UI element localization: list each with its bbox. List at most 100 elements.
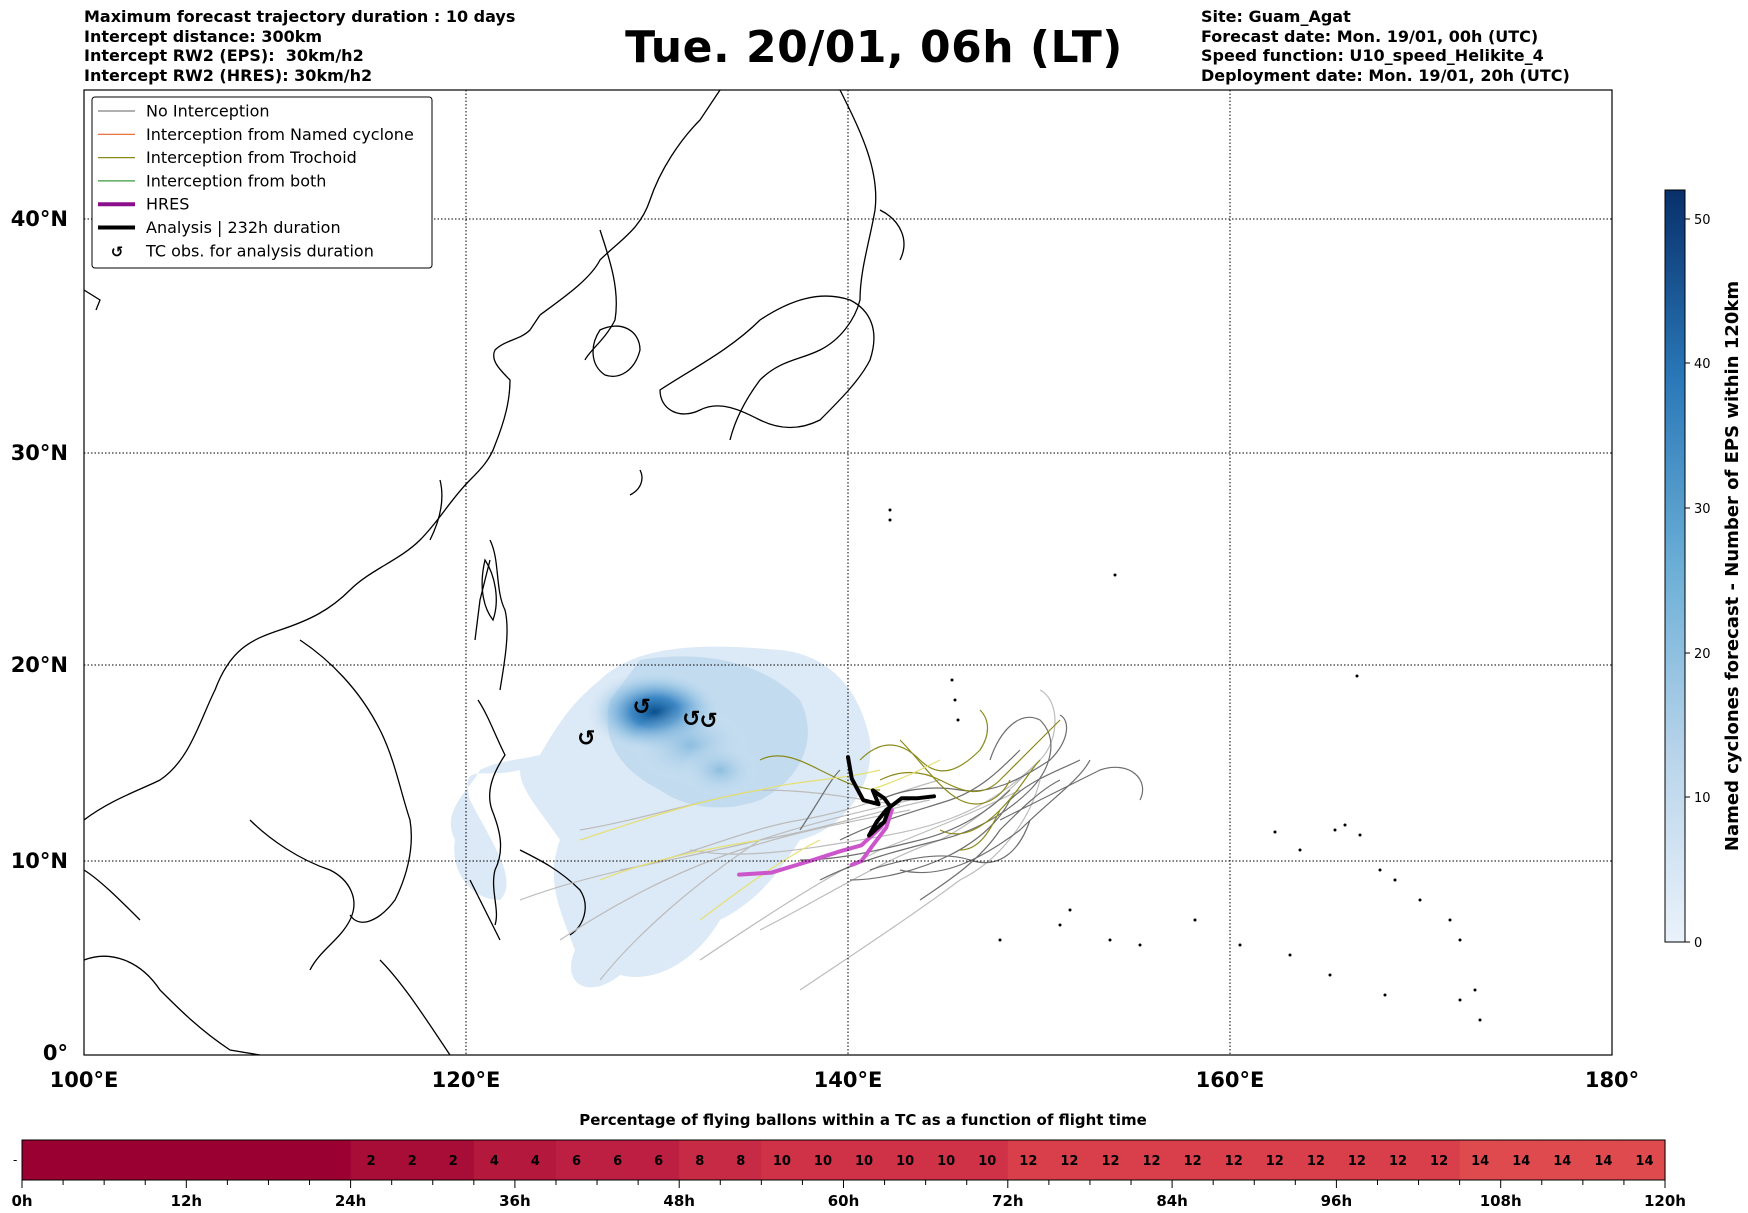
- bottom-bar-cell: [597, 1140, 639, 1180]
- colorbar-ticks: 0 10 20 30 40 50: [1685, 213, 1711, 951]
- lat-label: 40°N: [11, 207, 68, 231]
- bottom-bar-cell: [1336, 1140, 1379, 1180]
- bottom-bar-cell: [186, 1140, 228, 1180]
- tc-obs-symbol: ↺: [633, 695, 651, 720]
- header-left-line: Intercept distance: 300km: [84, 26, 323, 46]
- header-left-line: Intercept RW2 (EPS): 30km/h2: [84, 46, 364, 65]
- tc-obs-symbol: ↺: [577, 727, 595, 752]
- bottom-bar-cell: [1254, 1140, 1296, 1180]
- svg-text:-: -: [13, 1153, 17, 1167]
- colorbar-label: Named cyclones forecast - Number of EPS …: [1722, 281, 1743, 851]
- legend-label: TC obs. for analysis duration: [145, 241, 374, 260]
- japan-coast: [629, 209, 905, 496]
- colorbar-tick: 0: [1694, 936, 1702, 951]
- colorbar: 0 10 20 30 40 50 Named cyclones forecast…: [1664, 189, 1743, 951]
- bottom-time-label: 60h: [828, 1192, 860, 1210]
- bottom-bar-cell: [884, 1140, 927, 1180]
- bottom-bar: 2 2 2 4 4 6 6 6 8 8 10 10 10 10 10 10 12 12 12 12 12 12 12 12 12…: [22, 1140, 1666, 1180]
- tc-obs-symbol: ↺: [699, 709, 717, 734]
- bottom-bar-value: 12: [1348, 1154, 1366, 1169]
- bottom-bar-value: 12: [1060, 1154, 1078, 1169]
- bottom-bar-value: 10: [814, 1154, 832, 1169]
- legend-item: HRES: [98, 195, 189, 214]
- bottom-bar-value: 12: [1184, 1154, 1202, 1169]
- legend-item: ↺ TC obs. for analysis duration: [111, 241, 374, 261]
- bottom-bar-value: 14: [1471, 1154, 1489, 1169]
- header-right-info: Site: Guam_Agat Forecast date: Mon. 19/0…: [1201, 7, 1570, 85]
- bottom-time-label: 72h: [992, 1192, 1024, 1210]
- header-left-line: Intercept RW2 (HRES): 30km/h2: [84, 65, 373, 85]
- bottom-bar-cell: [1459, 1140, 1502, 1180]
- lon-label: 120°E: [432, 1068, 501, 1092]
- bottom-bar-value: 2: [449, 1154, 458, 1169]
- bottom-time-label: 84h: [1156, 1192, 1188, 1210]
- bottom-bar-cell: [309, 1140, 352, 1180]
- bottom-bar-cell: [1582, 1140, 1625, 1180]
- bottom-bar-value: 12: [1307, 1154, 1325, 1169]
- bottom-bar-cell: [145, 1140, 187, 1180]
- bottom-time-label: 108h: [1480, 1192, 1522, 1210]
- bottom-bar-cell: [1418, 1140, 1461, 1180]
- bottom-bar-value: 4: [490, 1154, 499, 1169]
- bottom-bar-value: 6: [654, 1154, 663, 1169]
- colorbar-tick: 10: [1694, 791, 1711, 806]
- bottom-time-label: 48h: [663, 1192, 695, 1210]
- tc-obs-symbol: ↺: [682, 707, 700, 732]
- header-right-line: Site: Guam_Agat: [1201, 7, 1351, 26]
- bottom-bar-cell: [1295, 1140, 1337, 1180]
- bottom-bar-value: 12: [1225, 1154, 1243, 1169]
- lon-label: 180°: [1585, 1068, 1639, 1092]
- bottom-bar-value: 12: [1143, 1154, 1161, 1169]
- legend-item: Interception from both: [98, 171, 326, 190]
- bottom-bar-value: 12: [1389, 1154, 1407, 1169]
- legend-label: No Interception: [146, 102, 270, 121]
- bottom-bar-cell: [1089, 1140, 1132, 1180]
- bottom-bar-value: 14: [1512, 1154, 1530, 1169]
- lat-label: 0°: [43, 1041, 68, 1065]
- bottom-bar-value: 10: [896, 1154, 914, 1169]
- bottom-bar-value: 10: [773, 1154, 791, 1169]
- bottom-bar-value: 14: [1553, 1154, 1571, 1169]
- bottom-bar-value: 6: [613, 1154, 622, 1169]
- bottom-time-label: 120h: [1644, 1192, 1686, 1210]
- bottom-bar-cell: [514, 1140, 557, 1180]
- colorbar-tick: 50: [1694, 213, 1711, 228]
- lon-labels: 100°E 120°E 140°E 160°E 180°: [50, 1068, 1640, 1092]
- tc-obs-icon: ↺: [111, 243, 124, 261]
- bottom-time-label: 36h: [499, 1192, 531, 1210]
- bottom-time-label: 12h: [171, 1192, 203, 1210]
- bottom-bar-cell: [22, 1140, 64, 1180]
- lat-label: 20°N: [11, 653, 68, 677]
- bottom-bar-value: 10: [855, 1154, 873, 1169]
- map-frame: [83, 89, 1613, 1056]
- bottom-bar-cell: [104, 1140, 146, 1180]
- bottom-bar-cell: [1131, 1140, 1173, 1180]
- bottom-bar-value: 12: [1266, 1154, 1284, 1169]
- bottom-bar-value: 12: [1430, 1154, 1448, 1169]
- bottom-bar-cell: [1172, 1140, 1214, 1180]
- bottom-time-label: 24h: [335, 1192, 367, 1210]
- bottom-bar-cell: [843, 1140, 886, 1180]
- bottom-bar-cell: [802, 1140, 845, 1180]
- bottom-bar-cell: [268, 1140, 311, 1180]
- gridlines: [84, 90, 1612, 1055]
- bottom-bar-value: 14: [1635, 1154, 1653, 1169]
- header-left-line: Maximum forecast trajectory duration : 1…: [84, 7, 516, 26]
- legend-item: Interception from Trochoid: [98, 148, 357, 167]
- legend-label: HRES: [146, 195, 189, 214]
- legend-label: Interception from both: [146, 171, 326, 190]
- tc-obs-symbols: ↺↺ ↺↺: [577, 695, 718, 751]
- legend: No Interception Interception from Named c…: [91, 96, 433, 269]
- bottom-bar-cell: [1623, 1140, 1666, 1180]
- lon-label: 100°E: [50, 1068, 119, 1092]
- analysis-trajectory: [846, 755, 936, 838]
- bottom-bar-value: 10: [937, 1154, 955, 1169]
- bottom-bar-value: 6: [572, 1154, 581, 1169]
- header-right-line: Speed function: U10_speed_Helikite_4: [1201, 46, 1544, 65]
- island-dots: [888, 508, 1482, 1022]
- bottom-time-axis: 0h 12h 24h 36h 48h 60h 72h 84h 96h 108h 120h: [11, 1180, 1686, 1210]
- bottom-bar-cell: [63, 1140, 105, 1180]
- legend-item: Analysis | 232h duration: [98, 218, 341, 237]
- bottom-bar-cell: [966, 1140, 1009, 1180]
- bottom-bar-cell: [761, 1140, 804, 1180]
